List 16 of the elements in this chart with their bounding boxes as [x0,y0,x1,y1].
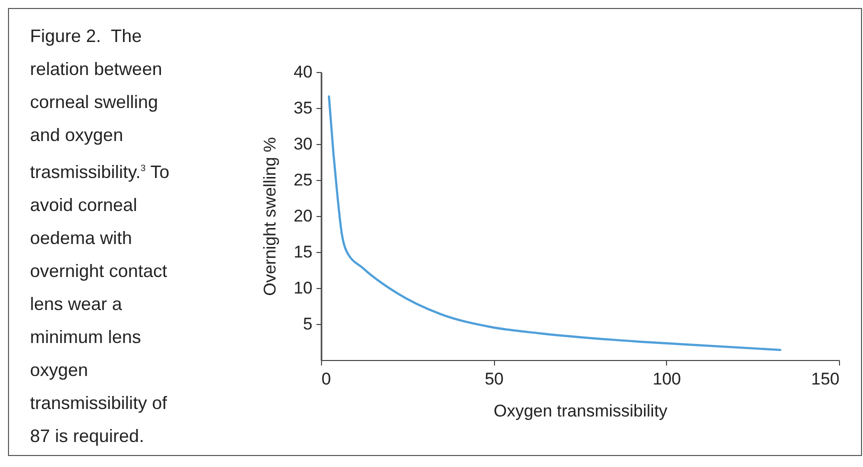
x-axis-title: Oxygen transmissibility [494,402,668,420]
y-tick-label: 10 [294,278,312,298]
y-tick-label: 25 [294,170,312,190]
y-tick-label: 30 [294,134,312,154]
y-tick-label: 35 [294,98,312,118]
x-tick-label: 150 [811,370,840,388]
y-tick-label: 40 [294,62,312,82]
y-tick-label: 15 [294,242,312,262]
y-tick-label: 20 [294,206,312,226]
y-tick-label: 5 [303,314,312,334]
y-axis-title: Overnight swelling % [260,137,280,296]
chart-title: Figure 2. The relation between corneal swelling and oxygen trasmissibility.$^{3}$ To avoid corneal oedema with overnight contact lens wear a minimum lens oxygen transmissibility of 87 is required. [30,26,170,446]
x-tick-label: 50 [484,370,504,388]
x-tick-label: 100 [652,370,682,388]
x-tick-label: 0 [322,370,331,388]
line-series [328,95,782,352]
